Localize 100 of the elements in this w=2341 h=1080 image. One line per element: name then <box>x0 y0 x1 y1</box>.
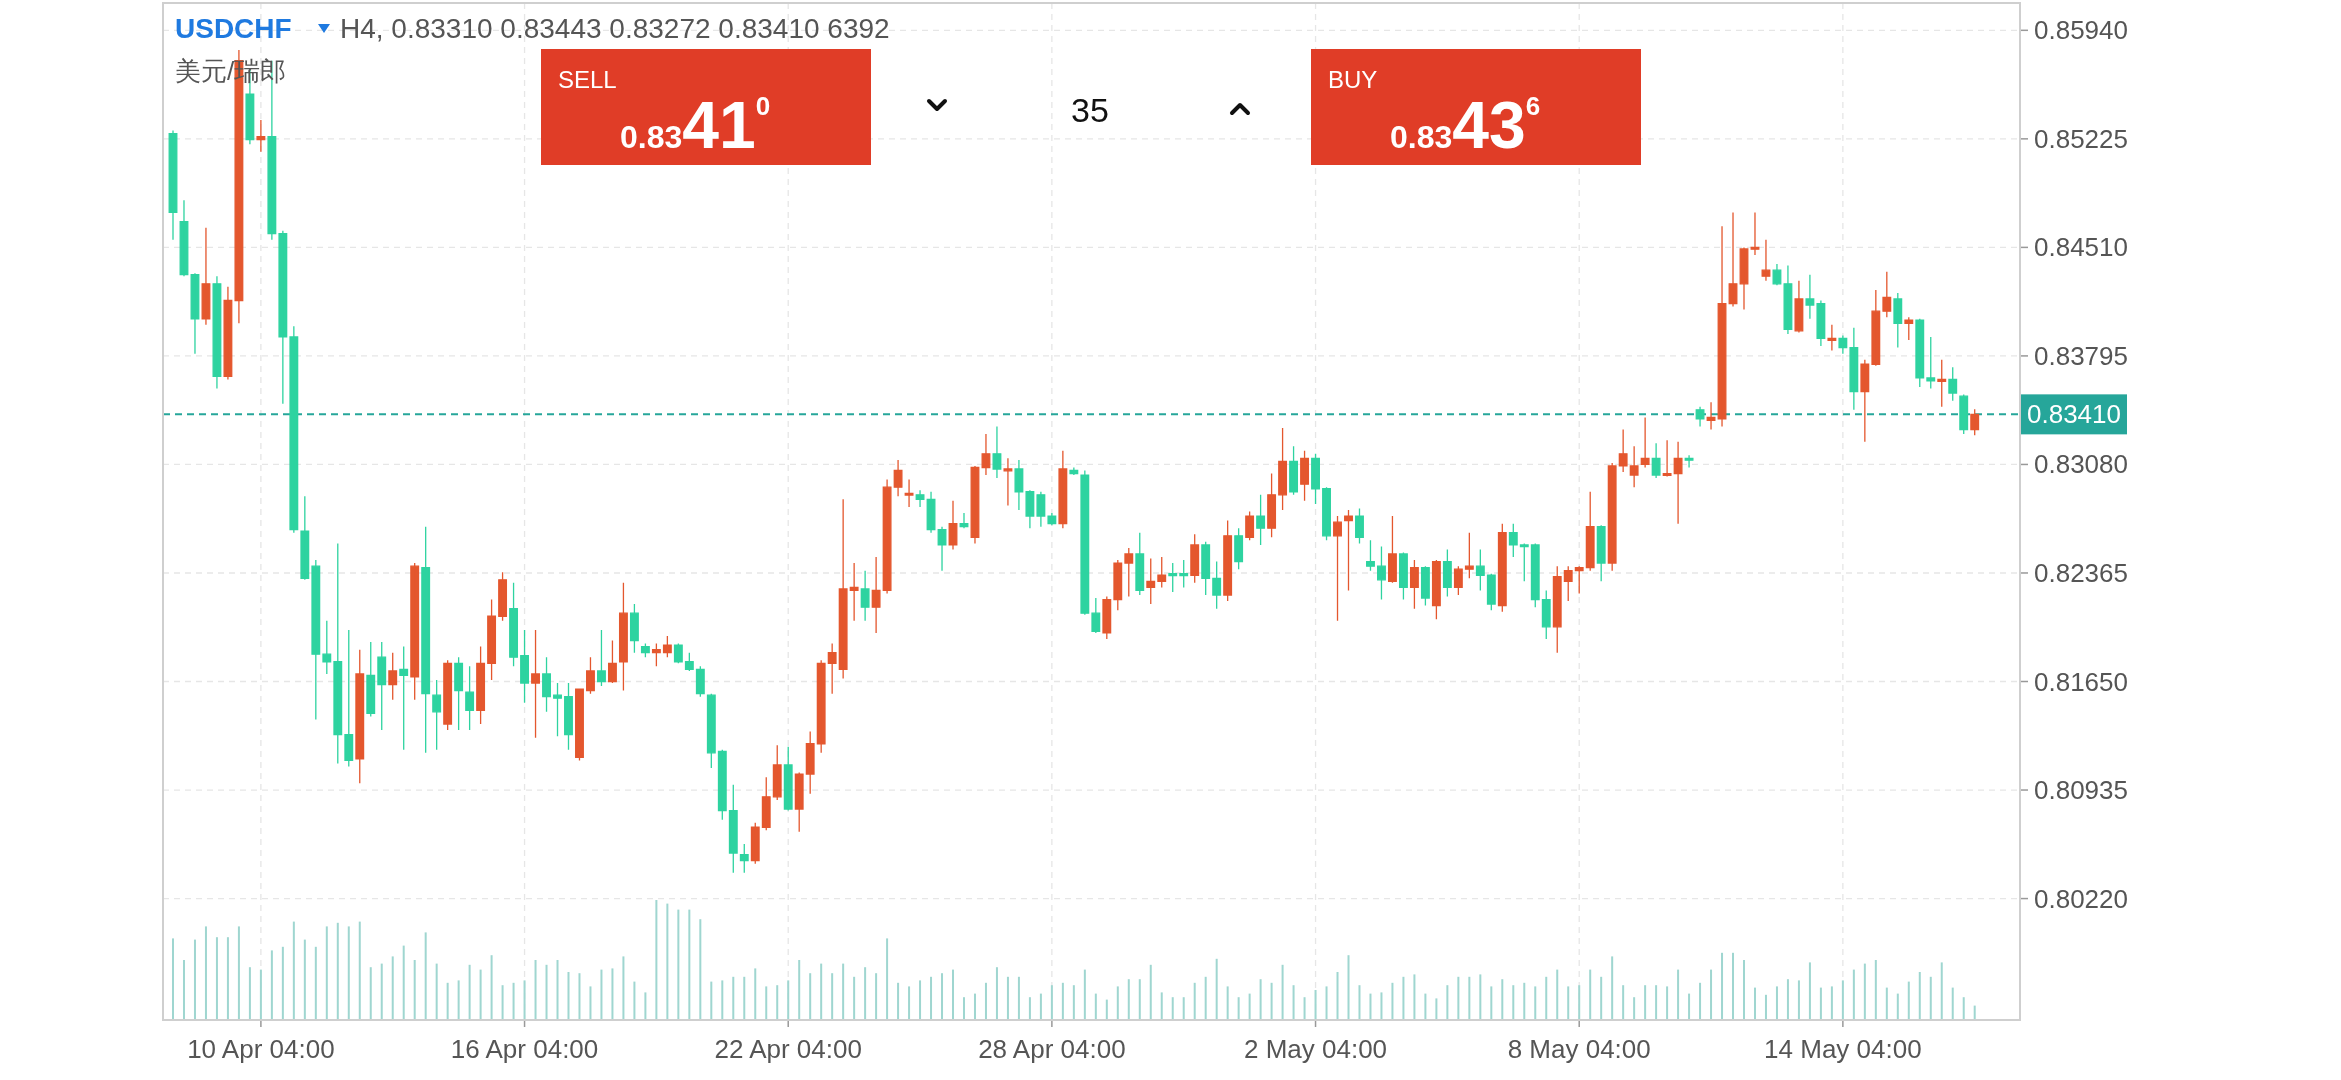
bar <box>776 985 779 1020</box>
bar <box>435 963 438 1020</box>
bar <box>193 939 196 1020</box>
bar <box>391 956 394 1020</box>
candlestick <box>1970 408 1980 436</box>
candlestick <box>1398 551 1408 601</box>
candlestick <box>1618 428 1628 473</box>
bar <box>1127 979 1130 1020</box>
candlestick <box>1750 211 1760 256</box>
candlestick <box>1849 327 1859 411</box>
bar <box>1611 956 1614 1020</box>
candlestick <box>1223 519 1233 602</box>
candlestick <box>289 325 299 534</box>
candlestick <box>333 542 343 765</box>
bar <box>952 969 955 1020</box>
bar <box>325 926 328 1020</box>
bar <box>644 992 647 1020</box>
bar <box>545 964 548 1020</box>
bar <box>1940 962 1943 1020</box>
bar <box>1688 993 1691 1020</box>
candlestick <box>1190 533 1200 584</box>
candlestick <box>399 645 409 751</box>
bar <box>1973 1005 1976 1020</box>
bar <box>677 909 680 1020</box>
bar <box>1193 982 1196 1020</box>
bar <box>1116 986 1119 1020</box>
candlestick <box>1179 559 1189 589</box>
candlestick <box>1706 401 1716 431</box>
candlestick <box>1377 545 1386 601</box>
candlestick <box>322 620 332 675</box>
y-tick-label: 0.83795 <box>2034 340 2128 371</box>
bar <box>270 950 273 1020</box>
bar <box>853 976 856 1020</box>
bar <box>842 963 845 1020</box>
y-tick-label: 0.81650 <box>2034 666 2128 697</box>
candlestick <box>761 776 771 831</box>
bar <box>864 967 867 1020</box>
candlestick <box>1420 565 1430 607</box>
candlestick <box>465 665 475 731</box>
candlestick <box>553 682 562 737</box>
bar <box>1347 955 1350 1020</box>
bar <box>1743 960 1745 1020</box>
bar <box>1171 997 1174 1020</box>
y-tick-label: 0.85225 <box>2034 123 2128 154</box>
bar <box>1633 997 1636 1020</box>
candlestick <box>1278 427 1288 511</box>
candlestick <box>421 526 431 754</box>
bar <box>1039 993 1042 1020</box>
candlestick <box>1783 264 1793 335</box>
candlestick <box>1036 491 1046 528</box>
bar <box>1094 993 1097 1020</box>
candlestick <box>1267 472 1277 538</box>
bar <box>655 900 658 1020</box>
candlestick <box>564 682 573 751</box>
bar <box>1479 974 1482 1020</box>
bar <box>303 939 306 1020</box>
candlestick <box>1058 450 1068 529</box>
candlestick <box>1860 359 1870 443</box>
candlestick <box>1442 548 1452 598</box>
candlestick <box>377 641 387 731</box>
candlestick <box>256 119 266 153</box>
candlestick <box>410 562 420 701</box>
bar <box>1237 997 1240 1020</box>
bar <box>765 986 768 1020</box>
bar <box>490 955 493 1020</box>
bar <box>1468 976 1471 1020</box>
candlestick <box>1124 547 1134 598</box>
y-tick-label: 0.82365 <box>2034 557 2128 588</box>
candlestick <box>355 648 365 784</box>
candlestick <box>1904 316 1914 341</box>
bar <box>732 976 735 1020</box>
bar <box>1797 980 1800 1020</box>
bar <box>1248 993 1251 1020</box>
bar <box>1028 997 1031 1020</box>
candlestick <box>1728 211 1738 308</box>
candlestick <box>1717 225 1727 428</box>
bar <box>1534 986 1537 1020</box>
candlestick <box>1574 565 1584 595</box>
candlestick <box>1453 565 1463 596</box>
bar <box>1589 969 1592 1020</box>
bar <box>1215 958 1218 1020</box>
bar <box>1138 979 1141 1020</box>
x-tick-label: 8 May 04:00 <box>1507 1034 1651 1064</box>
bar <box>226 937 229 1020</box>
candlestick <box>1915 318 1925 388</box>
bar <box>962 997 965 1020</box>
bar <box>1281 964 1284 1020</box>
bar <box>1710 969 1713 1020</box>
bar <box>666 903 669 1020</box>
bar <box>215 937 218 1020</box>
bar <box>578 973 581 1020</box>
candlestick <box>311 559 321 721</box>
bar <box>424 932 427 1020</box>
candlestick <box>1256 494 1266 546</box>
bar <box>1259 979 1262 1020</box>
candlestick <box>1003 457 1013 507</box>
bar <box>611 968 614 1020</box>
bar <box>1786 979 1789 1020</box>
candlestick <box>454 656 464 731</box>
candlestick <box>531 629 540 739</box>
